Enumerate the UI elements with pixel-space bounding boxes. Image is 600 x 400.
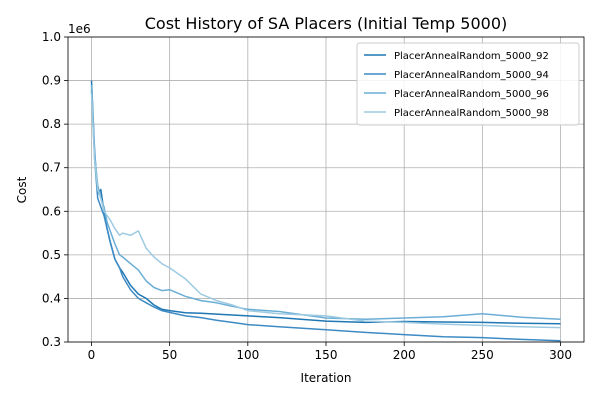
series-layer	[90, 80, 561, 342]
y-tick-label: 0.7	[42, 161, 61, 175]
x-tick-label: 0	[88, 348, 96, 362]
chart-title: Cost History of SA Placers (Initial Temp…	[145, 14, 507, 33]
y-tick-label: 0.4	[42, 291, 61, 305]
series-line-4	[90, 93, 561, 329]
legend-label-3: PlacerAnnealRandom_5000_96	[394, 89, 549, 100]
legend-label-2: PlacerAnnealRandom_5000_94	[394, 70, 549, 81]
x-tick-label: 200	[393, 348, 416, 362]
x-axis-label: Iteration	[301, 371, 352, 385]
y-offset-label: 1e6	[68, 22, 91, 36]
y-tick-label: 0.5	[42, 248, 61, 262]
series-line-3	[90, 84, 561, 321]
x-tick-label: 150	[315, 348, 338, 362]
series-line-2	[90, 89, 561, 342]
legend: PlacerAnnealRandom_5000_92 PlacerAnnealRa…	[356, 42, 580, 126]
y-tick-label: 1.0	[42, 30, 61, 44]
x-tick-label: 300	[549, 348, 572, 362]
x-tick-label: 50	[162, 348, 177, 362]
legend-box	[356, 42, 580, 126]
x-tick-label: 250	[471, 348, 494, 362]
y-tick-label: 0.6	[42, 204, 61, 218]
y-tick-label: 0.3	[42, 335, 61, 349]
y-tick-label: 0.8	[42, 117, 61, 131]
y-tick-label: 0.9	[42, 74, 61, 88]
y-axis-label: Cost	[15, 176, 29, 203]
x-tick-label: 100	[236, 348, 259, 362]
ticks: 0 50 100 150 200 250 300 0.3 0.4 0.5 0.6 0.7 0.8 0.9 1…	[42, 30, 572, 362]
legend-label-4: PlacerAnnealRandom_5000_98	[394, 108, 549, 119]
legend-label-1: PlacerAnnealRandom_5000_92	[394, 51, 549, 62]
